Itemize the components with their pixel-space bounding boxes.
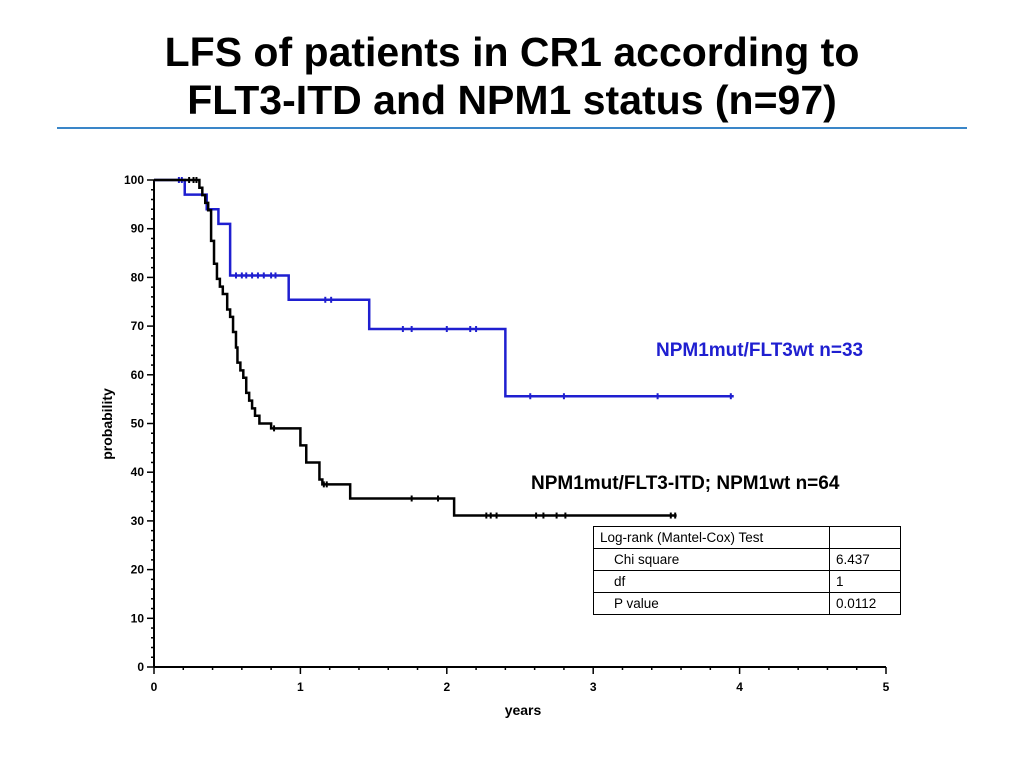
y-tick-label: 30 <box>131 514 145 528</box>
y-tick-label: 10 <box>131 611 145 625</box>
y-tick-label: 100 <box>124 173 144 187</box>
y-tick-label: 70 <box>131 319 145 333</box>
title-line-2: FLT3-ITD and NPM1 status (n=97) <box>187 77 837 123</box>
series-line-0 <box>154 178 734 398</box>
y-tick-label: 90 <box>131 222 145 236</box>
page-title: LFS of patients in CR1 according to FLT3… <box>0 28 1024 124</box>
stats-header: Log-rank (Mantel-Cox) Test <box>593 526 830 549</box>
y-tick-label: 0 <box>137 660 144 674</box>
chart-series <box>154 177 734 519</box>
y-tick-label: 20 <box>131 563 145 577</box>
y-tick-label: 50 <box>131 417 145 431</box>
x-tick-label: 0 <box>151 680 158 694</box>
chart-axes: 0 10 20 30 40 50 60 70 80 90 100 0 1 2 3 4 5 <box>124 173 890 694</box>
stats-label-chi-square: Chi square <box>593 548 830 571</box>
x-tick-label: 3 <box>590 680 597 694</box>
stats-row: P value 0.0112 <box>593 592 901 615</box>
stats-value-df: 1 <box>829 570 901 593</box>
logrank-stats-table: Log-rank (Mantel-Cox) Test Chi square 6.… <box>593 526 901 615</box>
x-tick-label: 5 <box>883 680 890 694</box>
stats-header-row: Log-rank (Mantel-Cox) Test <box>593 526 901 549</box>
legend-label-npm1mut-flt3wt: NPM1mut/FLT3wt n=33 <box>656 340 864 361</box>
stats-value-chi-square: 6.437 <box>829 548 901 571</box>
title-line-1: LFS of patients in CR1 according to <box>164 29 860 75</box>
stats-value-p-value: 0.0112 <box>829 592 901 615</box>
y-tick-label: 80 <box>131 270 145 284</box>
y-tick-label: 60 <box>131 368 145 382</box>
stats-row: df 1 <box>593 570 901 593</box>
legend-label-flt3itd: NPM1mut/FLT3-ITD; NPM1wt n=64 <box>531 473 840 494</box>
y-tick-label: 40 <box>131 465 145 479</box>
series-line-1 <box>154 178 677 517</box>
x-axis-label: years <box>505 702 542 718</box>
x-tick-label: 2 <box>443 680 450 694</box>
stats-row: Chi square 6.437 <box>593 548 901 571</box>
x-tick-label: 4 <box>736 680 743 694</box>
stats-label-df: df <box>593 570 830 593</box>
title-divider <box>57 127 967 129</box>
stats-label-p-value: P value <box>593 592 830 615</box>
y-axis-label: probability <box>99 388 115 460</box>
stats-header-value <box>829 526 901 549</box>
x-tick-label: 1 <box>297 680 304 694</box>
